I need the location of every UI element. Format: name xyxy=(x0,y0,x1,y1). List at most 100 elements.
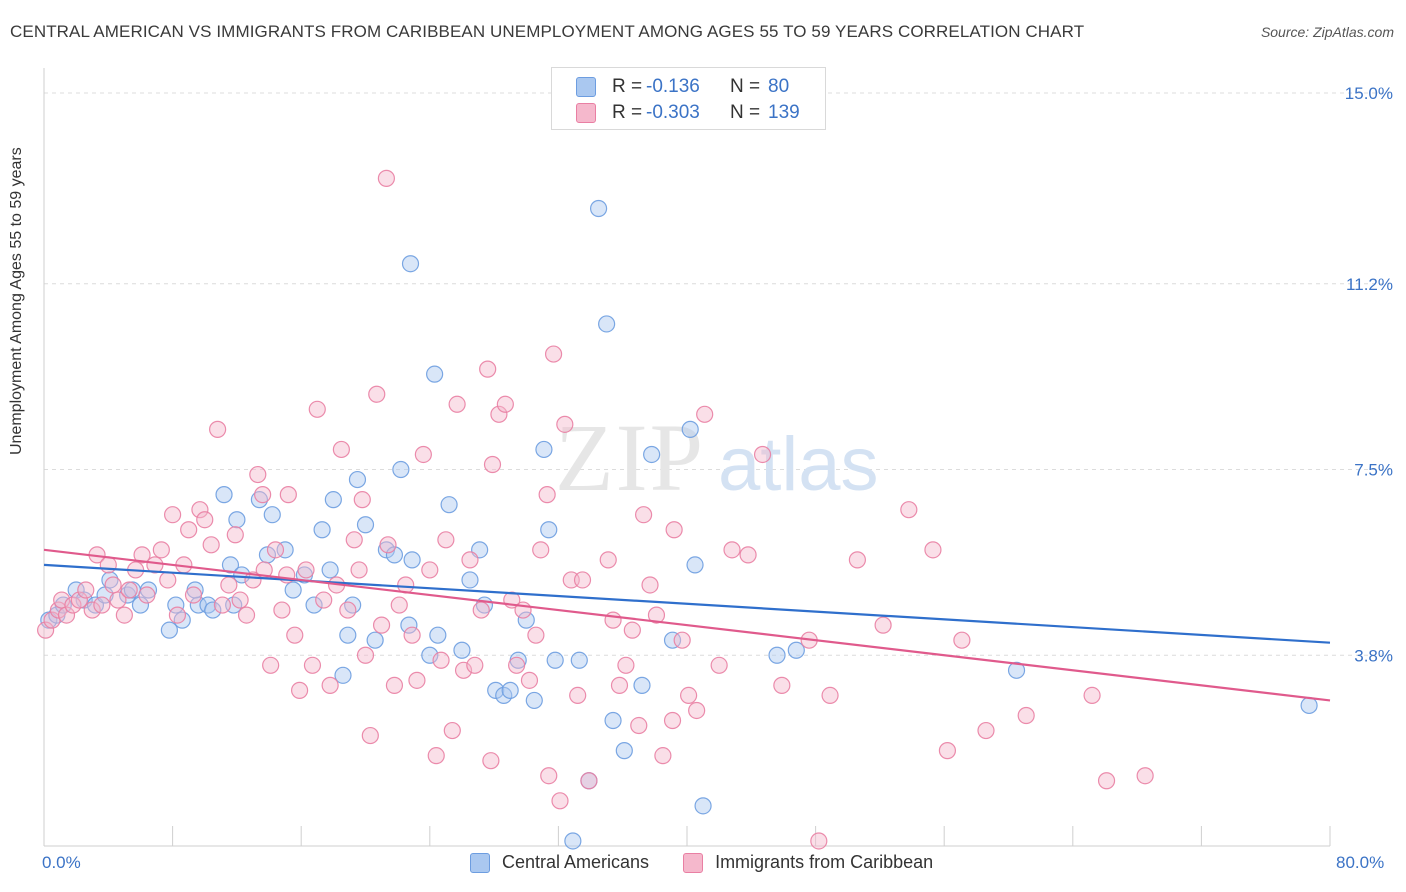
point-caribbean xyxy=(262,656,280,674)
point-caribbean xyxy=(244,571,262,589)
point-central-american xyxy=(453,641,471,659)
point-central-american xyxy=(173,611,191,629)
point-caribbean xyxy=(556,415,574,433)
point-caribbean xyxy=(191,501,209,519)
n-label: N = xyxy=(730,102,761,123)
point-caribbean xyxy=(538,486,556,504)
point-central-american xyxy=(401,255,420,273)
point-caribbean xyxy=(379,536,397,554)
point-central-american xyxy=(421,646,439,664)
point-caribbean xyxy=(532,541,550,559)
point-caribbean xyxy=(377,169,395,187)
point-caribbean xyxy=(209,420,227,438)
point-caribbean xyxy=(617,656,635,674)
legend-item-caribbean[interactable]: Immigrants from Caribbean xyxy=(683,852,933,873)
trend-line-caribbean xyxy=(43,548,1331,702)
point-central-american xyxy=(221,556,240,574)
point-central-american xyxy=(131,596,150,614)
point-central-american xyxy=(403,551,421,569)
point-caribbean xyxy=(696,405,714,423)
point-central-american xyxy=(501,681,519,699)
point-caribbean xyxy=(70,591,88,609)
r-label: R = xyxy=(612,102,643,123)
point-caribbean xyxy=(569,686,587,705)
point-caribbean xyxy=(580,772,598,790)
point-central-american xyxy=(598,315,616,333)
point-caribbean xyxy=(138,586,156,604)
point-caribbean xyxy=(1136,767,1154,785)
point-caribbean xyxy=(654,747,672,765)
y-tick-label: 11.2% xyxy=(1346,275,1393,294)
legend-label: Immigrants from Caribbean xyxy=(715,852,934,872)
y-tick-label: 3.8% xyxy=(1354,646,1393,665)
point-caribbean xyxy=(540,767,558,785)
point-central-american xyxy=(615,742,633,760)
legend-swatch-blue xyxy=(576,77,596,97)
point-caribbean xyxy=(1097,772,1116,790)
point-caribbean xyxy=(508,656,526,674)
point-caribbean xyxy=(345,531,363,549)
point-caribbean xyxy=(385,676,404,694)
point-central-american xyxy=(366,631,384,649)
point-caribbean xyxy=(848,551,866,569)
point-caribbean xyxy=(77,581,95,599)
point-caribbean xyxy=(673,631,691,649)
point-caribbean xyxy=(448,395,466,413)
point-caribbean xyxy=(37,621,55,639)
point-caribbean xyxy=(133,546,151,564)
point-caribbean xyxy=(184,586,203,604)
point-caribbean xyxy=(688,701,706,720)
point-central-american xyxy=(305,596,323,614)
point-caribbean xyxy=(710,656,728,674)
point-central-american xyxy=(334,666,352,684)
point-caribbean xyxy=(361,726,379,745)
point-caribbean xyxy=(604,611,622,629)
chart-title: CENTRAL AMERICAN VS IMMIGRANTS FROM CARI… xyxy=(10,22,1085,41)
point-caribbean xyxy=(663,711,682,730)
point-caribbean xyxy=(630,716,648,735)
point-central-american xyxy=(570,651,588,669)
point-central-american xyxy=(276,541,294,559)
point-caribbean xyxy=(634,506,653,524)
point-caribbean xyxy=(254,486,272,504)
point-caribbean xyxy=(924,541,942,559)
point-central-american xyxy=(429,626,447,644)
point-caribbean xyxy=(368,385,386,403)
legend-row-caribbean: R = -0.303 N = 139 xyxy=(576,101,800,125)
point-caribbean xyxy=(490,405,508,423)
point-central-american xyxy=(694,797,712,815)
point-caribbean xyxy=(479,360,497,378)
point-caribbean xyxy=(353,491,371,509)
trend-line-central-americans xyxy=(43,563,1331,644)
point-caribbean xyxy=(437,531,455,549)
point-central-american xyxy=(263,506,281,524)
point-central-american xyxy=(344,596,362,614)
point-caribbean xyxy=(213,596,232,614)
point-caribbean xyxy=(953,631,971,649)
point-caribbean xyxy=(527,626,545,644)
point-central-american xyxy=(204,601,222,619)
point-caribbean xyxy=(573,571,592,589)
point-caribbean xyxy=(57,606,76,624)
y-tick-label: 15.0% xyxy=(1345,84,1393,103)
point-central-american xyxy=(339,626,357,644)
point-caribbean xyxy=(286,626,304,644)
point-central-american xyxy=(604,711,622,730)
point-caribbean xyxy=(414,445,432,464)
point-caribbean xyxy=(520,671,539,689)
point-central-american xyxy=(546,651,564,669)
legend-item-central-americans[interactable]: Central Americans xyxy=(470,852,649,873)
point-caribbean xyxy=(623,621,641,639)
point-central-american xyxy=(787,641,805,659)
point-caribbean xyxy=(427,747,445,765)
point-caribbean xyxy=(544,345,563,363)
point-caribbean xyxy=(356,646,375,664)
point-central-american xyxy=(768,646,786,664)
point-caribbean xyxy=(146,556,164,574)
point-caribbean xyxy=(483,455,502,474)
point-central-american xyxy=(633,676,651,694)
series-legend: Central Americans Immigrants from Caribb… xyxy=(470,852,967,873)
point-caribbean xyxy=(83,601,101,619)
point-caribbean xyxy=(408,671,426,689)
